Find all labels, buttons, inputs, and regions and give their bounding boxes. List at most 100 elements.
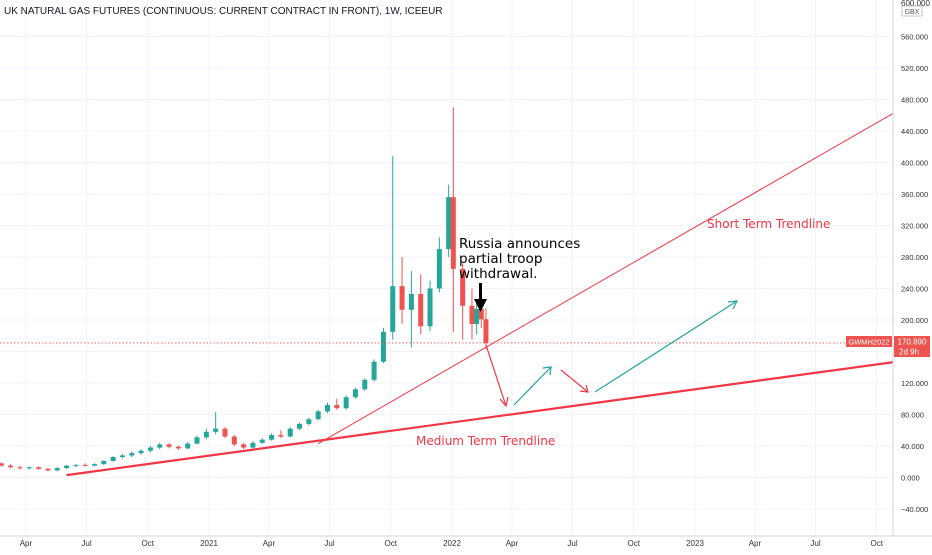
candle-body: [231, 436, 237, 445]
candle-body: [0, 463, 4, 466]
candle-body: [185, 443, 191, 449]
candle-body: [478, 308, 484, 320]
candle[interactable]: [436, 237, 442, 293]
x-tick-label: Apr: [506, 539, 519, 548]
candle[interactable]: [287, 427, 293, 438]
candle[interactable]: [231, 434, 237, 446]
candle[interactable]: [45, 468, 51, 472]
candle[interactable]: [203, 428, 209, 439]
x-tick-labels: Apr Jul Oct 2021 Apr Jul Oct 2022 Apr Jul Oct 2023 A…: [20, 539, 884, 548]
y-tick-label: 280.000: [901, 253, 928, 262]
candle-body: [175, 446, 181, 449]
candle[interactable]: [259, 438, 265, 444]
candle[interactable]: [269, 433, 275, 441]
candle[interactable]: [0, 462, 4, 467]
candle[interactable]: [474, 301, 480, 335]
candle[interactable]: [36, 466, 42, 470]
candle[interactable]: [17, 465, 23, 470]
candle[interactable]: [297, 422, 303, 431]
candle[interactable]: [138, 449, 144, 455]
candle-body: [36, 467, 42, 469]
candle[interactable]: [278, 430, 284, 439]
candle[interactable]: [213, 412, 219, 435]
candle[interactable]: [315, 409, 321, 421]
candle[interactable]: [446, 184, 452, 257]
x-tick-label: 2023: [686, 539, 704, 548]
candle-body: [64, 465, 70, 469]
candle[interactable]: [250, 441, 256, 449]
candle[interactable]: [110, 456, 116, 462]
candle[interactable]: [343, 395, 349, 410]
x-tick-label: Jul: [324, 539, 334, 548]
x-tick-label: 2021: [200, 539, 218, 548]
price-axis[interactable]: 560.000 520.000 480.000 440.000 400.000 360.0…: [892, 0, 932, 536]
candle-body: [450, 197, 456, 269]
candle[interactable]: [362, 378, 368, 391]
candle[interactable]: [450, 107, 456, 332]
candle-body: [371, 361, 377, 380]
medium-term-trendline[interactable]: [66, 360, 897, 477]
candle[interactable]: [352, 387, 358, 399]
candle[interactable]: [399, 257, 405, 324]
candle[interactable]: [194, 435, 200, 445]
y-tick-labels: 560.000 520.000 480.000 440.000 400.000 360.0…: [901, 33, 928, 515]
price-axis-top-label: 600.000: [901, 0, 930, 8]
y-tick-label: 40.000: [901, 442, 924, 451]
candle-body: [460, 268, 466, 306]
candle[interactable]: [73, 464, 79, 468]
candle-body: [45, 468, 51, 471]
candle[interactable]: [380, 327, 386, 364]
currency-badge[interactable]: GBX: [901, 5, 923, 17]
candle[interactable]: [241, 442, 247, 450]
candle[interactable]: [8, 464, 14, 469]
candle[interactable]: [390, 156, 396, 340]
candle[interactable]: [54, 467, 60, 472]
candle-body: [203, 431, 209, 438]
candle[interactable]: [82, 463, 88, 467]
candle-body: [315, 411, 321, 420]
candle-body: [241, 444, 247, 448]
candle[interactable]: [26, 466, 32, 470]
candle-body: [362, 379, 368, 390]
candle[interactable]: [157, 442, 163, 450]
y-tick-label: 320.000: [901, 222, 928, 231]
candle-body: [101, 460, 107, 465]
candle[interactable]: [427, 280, 433, 332]
y-tick-label: −40.000: [901, 505, 928, 514]
candle[interactable]: [460, 263, 466, 340]
candle[interactable]: [175, 445, 181, 450]
arrow-down-1: [485, 344, 509, 408]
candle-body: [436, 249, 442, 289]
candle[interactable]: [129, 451, 135, 458]
candle[interactable]: [306, 417, 312, 426]
candle-body: [325, 405, 331, 412]
candle[interactable]: [483, 308, 489, 350]
candle[interactable]: [64, 464, 70, 469]
time-axis[interactable]: Apr Jul Oct 2021 Apr Jul Oct 2022 Apr Jul Oct 2023 A…: [0, 535, 932, 550]
candle[interactable]: [408, 271, 414, 348]
candle[interactable]: [147, 446, 153, 453]
candle-body: [306, 419, 312, 424]
candle[interactable]: [222, 427, 228, 439]
candle[interactable]: [469, 288, 475, 340]
candle[interactable]: [418, 274, 424, 335]
candle-body: [380, 331, 386, 362]
grid-layer: [0, 0, 893, 536]
candle[interactable]: [185, 442, 191, 450]
candle-body: [390, 286, 396, 332]
candle-body: [17, 467, 23, 469]
candle-body: [483, 319, 489, 343]
candle[interactable]: [325, 402, 331, 413]
candle[interactable]: [101, 460, 107, 465]
arrow-down-2: [560, 369, 589, 393]
candle[interactable]: [91, 463, 97, 467]
candle[interactable]: [166, 442, 172, 449]
short-term-trendline[interactable]: [317, 110, 897, 445]
candle-body: [343, 397, 349, 409]
candle-body: [138, 450, 144, 454]
candle[interactable]: [334, 398, 340, 410]
candle[interactable]: [119, 453, 125, 459]
candle[interactable]: [371, 359, 377, 382]
x-tick-label: Oct: [142, 539, 155, 548]
